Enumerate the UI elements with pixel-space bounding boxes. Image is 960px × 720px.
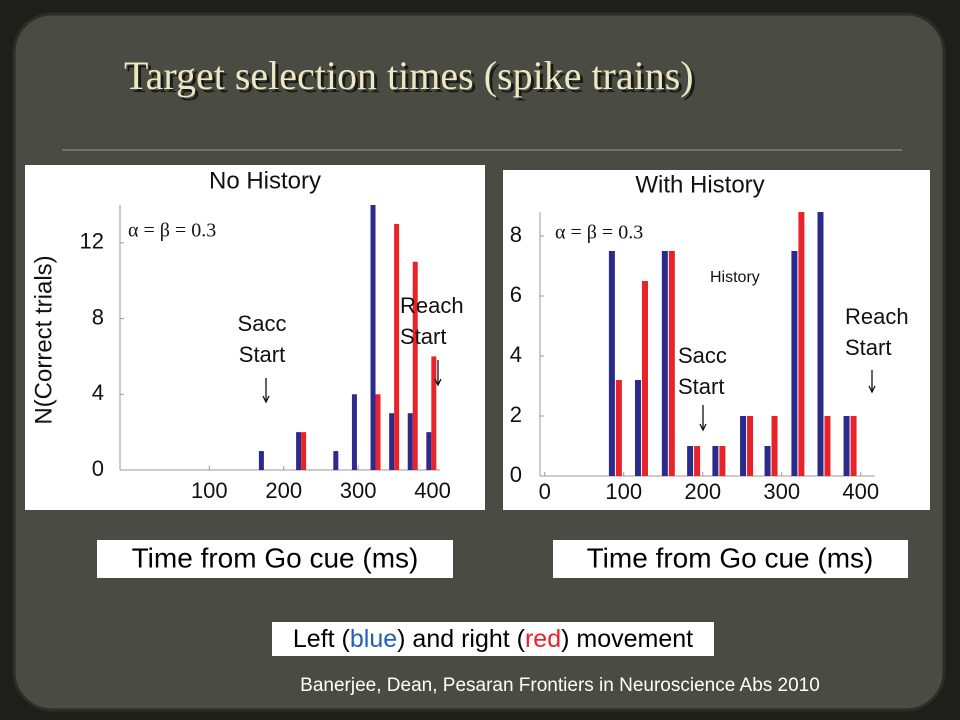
bars	[258, 205, 437, 470]
bar	[764, 446, 771, 476]
bar	[389, 413, 395, 470]
arrow-head	[699, 423, 707, 432]
bar	[817, 212, 824, 476]
bar	[824, 416, 831, 476]
x-tick-label: 100	[191, 478, 228, 503]
bar	[431, 356, 437, 470]
arrow-head	[262, 395, 270, 404]
bar	[333, 451, 339, 470]
bar	[661, 251, 668, 476]
bar	[370, 205, 376, 470]
annotation: Reach	[400, 293, 464, 318]
citation: Banerjee, Dean, Pesaran Frontiers in Neu…	[300, 675, 820, 696]
xlabel-box	[553, 540, 908, 578]
bar	[407, 413, 413, 470]
bar	[426, 432, 432, 470]
y-tick-label: 8	[92, 304, 104, 329]
bar	[412, 261, 418, 470]
legend-blue: blue	[350, 625, 397, 653]
x-tick-label: 300	[340, 478, 377, 503]
bar	[719, 446, 726, 476]
legend-red: red	[525, 625, 561, 653]
bar	[791, 251, 798, 476]
bar	[258, 451, 264, 470]
slide-title: Target selection times (spike trains)	[124, 53, 694, 98]
title-shadow: Target selection times (spike trains)	[127, 56, 697, 101]
y-tick-label: 6	[510, 282, 522, 307]
annotation: Start	[239, 342, 285, 367]
annotation: Reach	[845, 304, 909, 329]
xlabel-box	[97, 540, 453, 578]
bars	[608, 212, 857, 476]
x-tick-label: 100	[605, 479, 642, 504]
y-axis-label: N(Correct trials)	[30, 255, 57, 424]
legend-box	[272, 622, 714, 656]
x-tick-label: 300	[763, 479, 800, 504]
bar	[668, 251, 675, 476]
bar	[712, 446, 719, 476]
bar	[740, 416, 747, 476]
y-tick-label: 4	[92, 380, 104, 405]
legend-text: ) movement	[561, 625, 693, 653]
x-axis-label: Time from Go cue (ms)	[587, 542, 874, 573]
annotation: Start	[678, 374, 724, 399]
bar	[296, 432, 302, 470]
y-tick-label: 4	[510, 342, 522, 367]
bar	[687, 446, 694, 476]
chart-title: With History	[635, 171, 764, 198]
x-axis-label: Time from Go cue (ms)	[132, 542, 419, 573]
bar	[694, 446, 701, 476]
x-tick-label: 400	[414, 478, 451, 503]
bar	[747, 416, 754, 476]
bar	[634, 380, 641, 476]
arrow-head	[434, 378, 442, 387]
annotation: α = β = 0.3	[128, 220, 216, 242]
annotation: α = β = 0.3	[555, 222, 643, 244]
y-tick-label: 12	[80, 229, 104, 254]
annotation: Start	[845, 335, 891, 360]
y-tick-label: 0	[92, 456, 104, 481]
x-tick-label: 400	[842, 479, 879, 504]
x-tick-label: 200	[265, 478, 302, 503]
y-tick-label: 2	[510, 402, 522, 427]
bar	[608, 251, 615, 476]
bar	[301, 432, 307, 470]
bar	[843, 416, 850, 476]
annotation: Sacc	[238, 311, 287, 336]
bar	[798, 212, 805, 476]
annotation: Sacc	[678, 343, 727, 368]
legend-text: Left (	[293, 625, 351, 653]
arrow-head	[868, 385, 876, 394]
bar	[375, 394, 381, 470]
bar	[850, 416, 857, 476]
bar	[771, 416, 778, 476]
y-tick-label: 0	[510, 462, 522, 487]
bar	[351, 394, 357, 470]
bar	[615, 380, 622, 476]
bar	[394, 223, 400, 470]
annotation: Start	[400, 324, 446, 349]
annotation: History	[710, 269, 760, 286]
y-tick-label: 8	[510, 222, 522, 247]
chart-title: No History	[209, 167, 321, 194]
legend-note: Left (blue) and right (red) movement	[293, 625, 693, 653]
bar	[641, 281, 648, 476]
x-tick-label: 200	[684, 479, 721, 504]
x-tick-label: 0	[539, 479, 551, 504]
legend-text: ) and right (	[397, 625, 526, 653]
